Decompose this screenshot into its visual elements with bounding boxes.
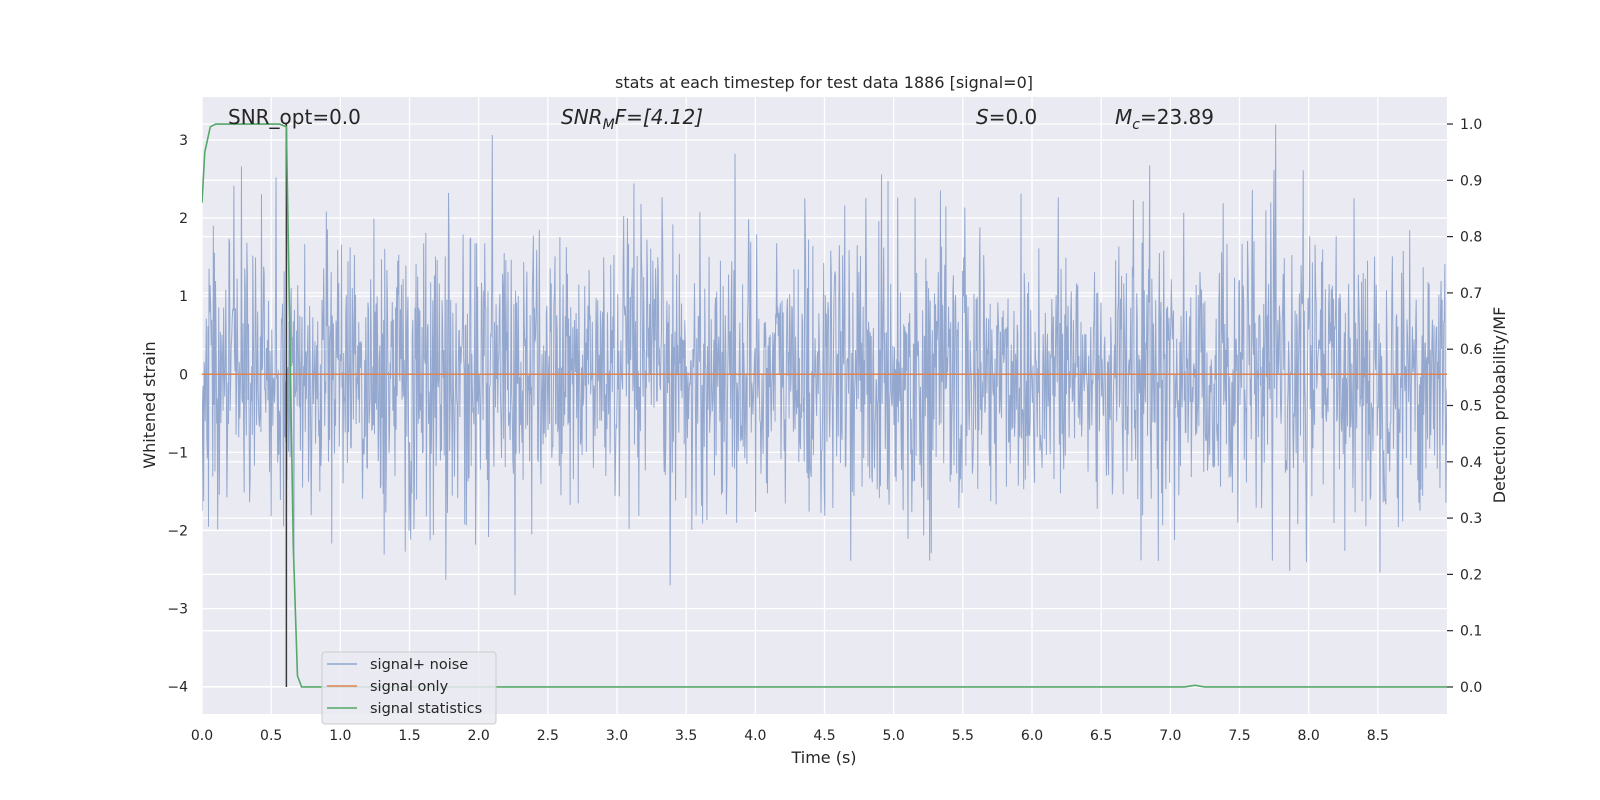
annotation-snr-mf-sub: M xyxy=(603,117,615,133)
series-signal-statistics xyxy=(202,123,1447,688)
annotation-snr-opt: SNR_opt=0.0 xyxy=(228,105,361,129)
x-tick-label-7: 3.5 xyxy=(675,728,697,744)
x-tick-label-17: 8.5 xyxy=(1367,728,1389,744)
x-tick-label-4: 2.0 xyxy=(468,728,490,744)
y-right-tick-label-2: 0.8 xyxy=(1460,230,1482,246)
y-right-tick-label-10: 0.0 xyxy=(1460,680,1482,696)
x-axis-ticks: 0.0 0.5 1.0 1.5 2.0 2.5 3.0 3.5 4.0 4.5 5.0 5.5 6.0 6… xyxy=(191,728,1389,744)
y-right-tick-label-0: 1.0 xyxy=(1460,117,1482,133)
y-left-tick-label-4: −1 xyxy=(167,445,188,461)
annotation-snr-mf: SNRMF=[4.12] xyxy=(561,105,703,133)
y-right-tick-label-1: 0.9 xyxy=(1460,173,1482,189)
annotation-snr-mf-main: SNR xyxy=(561,105,603,129)
marker-line xyxy=(285,123,288,687)
y-left-tick-label-7: −4 xyxy=(167,680,188,696)
series-layer xyxy=(202,123,1447,688)
y-left-tick-label-2: 1 xyxy=(179,289,188,305)
y-left-tick-label-6: −3 xyxy=(167,602,188,618)
x-tick-label-5: 2.5 xyxy=(537,728,559,744)
x-tick-label-15: 7.5 xyxy=(1228,728,1250,744)
x-tick-label-14: 7.0 xyxy=(1159,728,1181,744)
legend-label-signal-only: signal only xyxy=(370,679,449,695)
annotation-mc-main: M xyxy=(1115,105,1132,129)
x-tick-label-11: 5.5 xyxy=(952,728,974,744)
y-right-tick-label-5: 0.5 xyxy=(1460,399,1482,415)
annotation-s: S=0.0 xyxy=(976,105,1037,129)
x-tick-label-13: 6.5 xyxy=(1090,728,1112,744)
y-right-tick-label-9: 0.1 xyxy=(1460,624,1482,640)
annotation-mc: Mc=23.89 xyxy=(1115,105,1214,133)
legend-box xyxy=(321,651,497,725)
annotation-snr-mf-rest: F=[4.12] xyxy=(615,105,703,129)
y-left-axis-ticks: 3 2 1 0 −1 −2 −3 −4 xyxy=(167,133,188,696)
x-tick-label-16: 8.0 xyxy=(1298,728,1320,744)
noise-trace xyxy=(202,124,1447,596)
legend-label-signal-plus-noise: signal+ noise xyxy=(370,657,468,673)
x-tick-label-0: 0.0 xyxy=(191,728,213,744)
legend: signal+ noise signal only signal statist… xyxy=(321,651,497,725)
y-right-tick-label-8: 0.2 xyxy=(1460,567,1482,583)
annotation-s-rest: =0.0 xyxy=(989,105,1038,129)
y-right-tick-label-4: 0.6 xyxy=(1460,342,1482,358)
x-axis-label: Time (s) xyxy=(790,748,856,767)
y-right-axis-label: Detection probability/MF xyxy=(1490,307,1509,504)
x-tick-label-12: 6.0 xyxy=(1021,728,1043,744)
y-left-tick-label-5: −2 xyxy=(167,523,188,539)
y-left-tick-label-3: 0 xyxy=(179,367,188,383)
x-tick-label-8: 4.0 xyxy=(744,728,766,744)
legend-label-signal-statistics: signal statistics xyxy=(370,701,482,717)
chart-title: stats at each timestep for test data 188… xyxy=(615,73,1033,92)
annotation-s-main: S xyxy=(976,105,989,129)
x-tick-label-6: 3.0 xyxy=(606,728,628,744)
series-signal-plus-noise xyxy=(202,124,1447,596)
y-right-axis-ticks: 1.0 0.9 0.8 0.7 0.6 0.5 0.4 0.3 0.2 0.1 0.0 xyxy=(1447,117,1482,696)
y-right-tick-label-7: 0.3 xyxy=(1460,511,1482,527)
x-tick-label-9: 4.5 xyxy=(813,728,835,744)
y-right-tick-label-6: 0.4 xyxy=(1460,455,1482,471)
y-left-tick-label-0: 3 xyxy=(179,133,188,149)
x-tick-label-3: 1.5 xyxy=(398,728,420,744)
x-tick-label-2: 1.0 xyxy=(329,728,351,744)
annotation-mc-rest: =23.89 xyxy=(1140,105,1214,129)
y-right-tick-label-3: 0.7 xyxy=(1460,286,1482,302)
annotation-mc-sub: c xyxy=(1132,117,1140,133)
y-left-tick-label-1: 2 xyxy=(179,211,188,227)
y-left-axis-label: Whitened strain xyxy=(140,341,159,468)
x-tick-label-10: 5.0 xyxy=(883,728,905,744)
x-tick-label-1: 0.5 xyxy=(260,728,282,744)
